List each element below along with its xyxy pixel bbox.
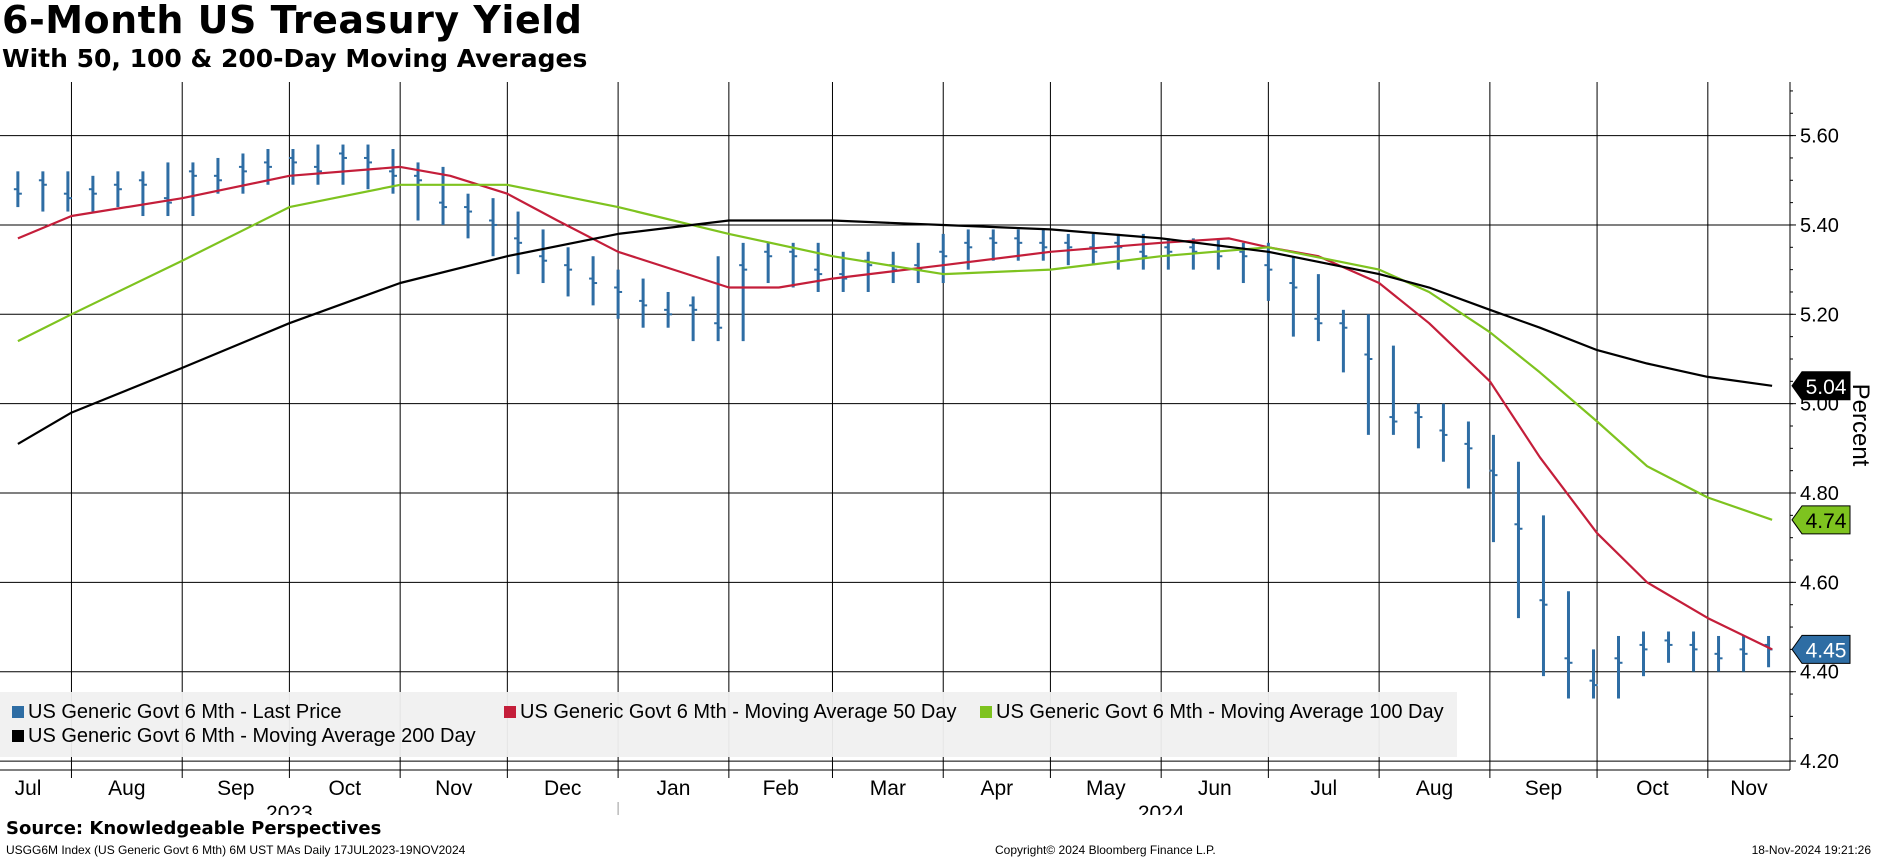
legend-box	[0, 692, 1457, 757]
ma100-line	[17, 183, 1773, 521]
x-tick-label: Jul	[1310, 777, 1337, 800]
y-tick-label: 4.60	[1800, 572, 1839, 594]
legend-swatch	[12, 730, 24, 742]
x-tick-label: Nov	[1730, 777, 1768, 800]
index-info: USGG6M Index (US Generic Govt 6 Mth) 6M …	[6, 843, 466, 857]
y-axis-title: Percent	[1847, 384, 1874, 467]
y-tick-label: 4.80	[1800, 483, 1839, 505]
last-value-tag-ma200-label: 5.04	[1806, 376, 1847, 399]
y-tick-label: 4.40	[1800, 662, 1839, 684]
legend-label: US Generic Govt 6 Mth - Moving Average 5…	[520, 701, 957, 723]
chart-subtitle: With 50, 100 & 200-Day Moving Averages	[2, 44, 588, 73]
x-tick-label: Sep	[217, 777, 254, 800]
legend-swatch	[980, 706, 992, 718]
last-value-tag-price	[1791, 634, 1851, 664]
legend-label: US Generic Govt 6 Mth - Moving Average 1…	[996, 701, 1444, 723]
last-value-tag-ma100	[1791, 505, 1851, 535]
x-tick-label: Oct	[1636, 777, 1669, 800]
x-tick-label: Mar	[870, 777, 906, 800]
x-tick-label: Aug	[1416, 777, 1453, 800]
x-tick-label: Nov	[435, 777, 473, 800]
y-tick-label: 4.20	[1800, 751, 1839, 773]
copyright-note: Copyright© 2024 Bloomberg Finance L.P.	[995, 843, 1216, 857]
y-tick-label: 5.40	[1800, 215, 1839, 237]
x-tick-label: Sep	[1525, 777, 1562, 800]
x-tick-label: Apr	[980, 777, 1013, 800]
last-value-tag-ma200	[1791, 371, 1851, 401]
y-tick-label: 5.20	[1800, 304, 1839, 326]
x-tick-label: Feb	[763, 777, 799, 800]
legend-swatch	[12, 706, 24, 718]
ma200-line	[17, 219, 1773, 445]
year-label: 2024	[1138, 802, 1185, 815]
ma50-line	[17, 165, 1773, 651]
x-tick-label: Dec	[544, 777, 581, 800]
legend-label: US Generic Govt 6 Mth - Moving Average 2…	[28, 725, 476, 747]
last-value-tag-price-label: 4.45	[1806, 639, 1847, 662]
x-tick-label: Aug	[108, 777, 145, 800]
y-tick-label: 5.60	[1800, 126, 1839, 148]
legend-label: US Generic Govt 6 Mth - Last Price	[28, 701, 341, 723]
timestamp: 18-Nov-2024 19:21:26	[1751, 843, 1871, 857]
year-label: 2023	[266, 802, 313, 815]
x-tick-label: Jul	[15, 777, 42, 800]
x-tick-label: Jan	[657, 777, 691, 800]
legend-swatch	[504, 706, 516, 718]
x-tick-label: Oct	[328, 777, 361, 800]
source-note: Source: Knowledgeable Perspectives	[6, 818, 382, 839]
last-value-tag-ma100-label: 4.74	[1806, 510, 1847, 533]
chart-title: 6-Month US Treasury Yield	[2, 0, 583, 42]
x-tick-label: May	[1086, 777, 1126, 800]
x-tick-label: Jun	[1198, 777, 1232, 800]
